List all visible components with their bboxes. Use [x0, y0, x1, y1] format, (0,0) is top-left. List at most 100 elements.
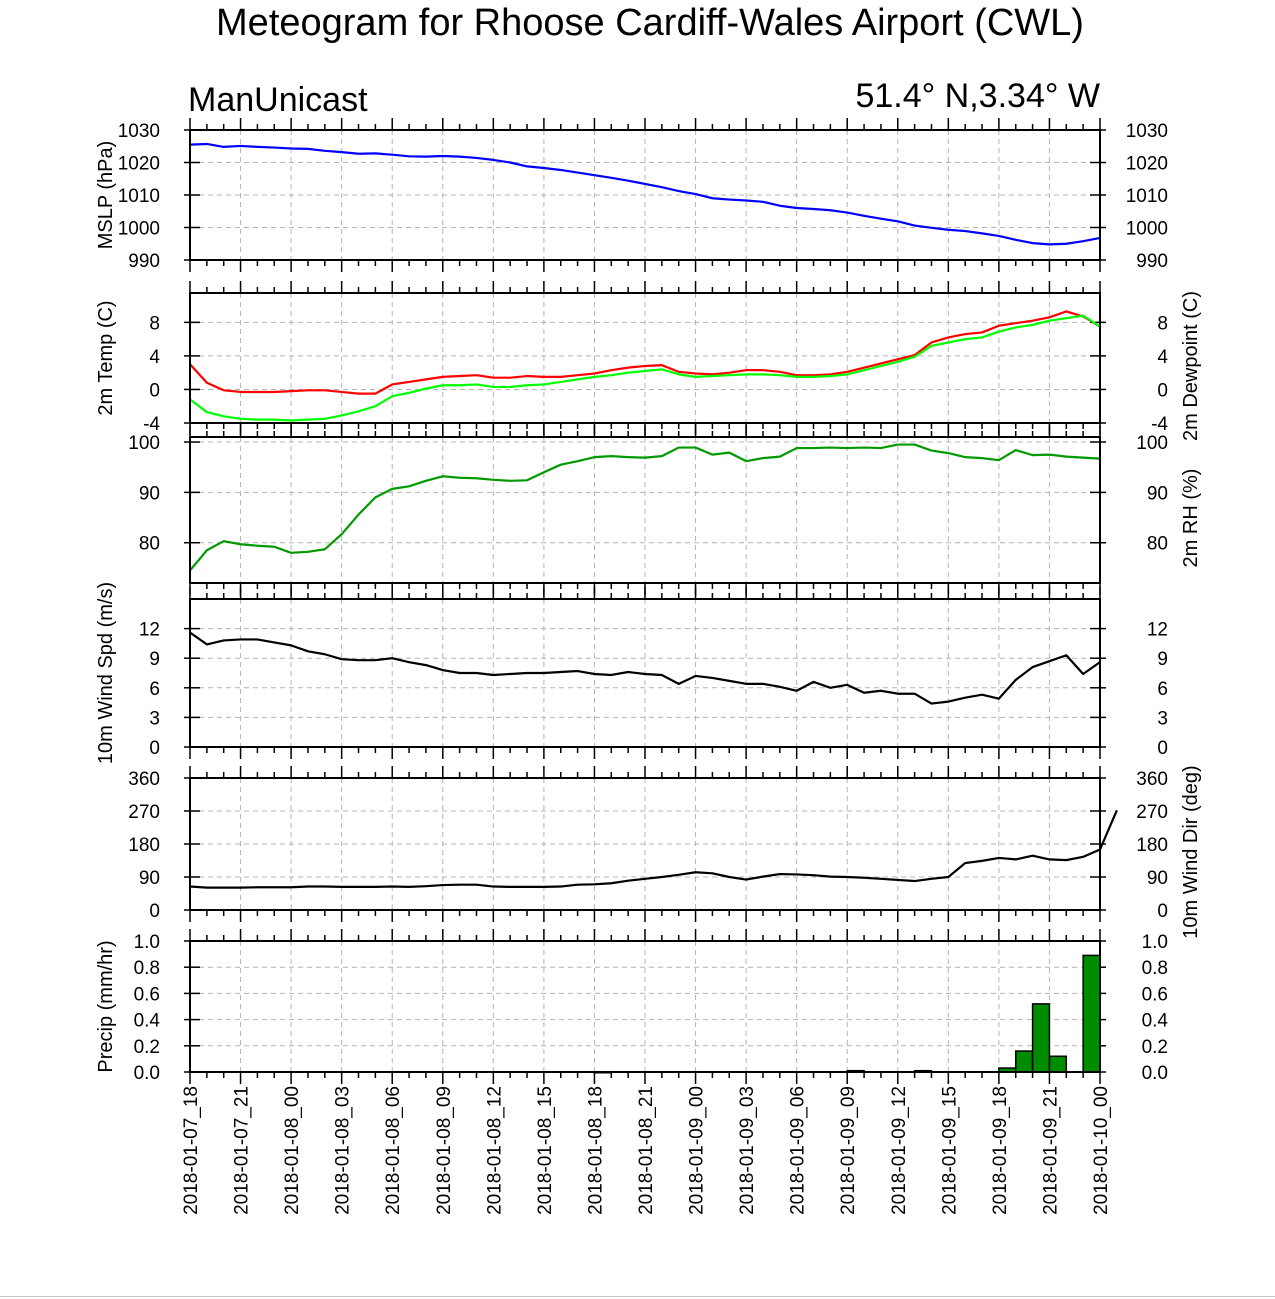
- panel-wind_speed: 0 0 3 3 6 6 9 9 12 12 10m Wind Spd (m/s): [95, 582, 1168, 764]
- panel-frame: [189, 436, 1101, 584]
- x-tick-label: 2018-01-08_12: [484, 1086, 505, 1215]
- y-tick-label-right: 360: [1136, 769, 1168, 790]
- y-tick-label: 180: [128, 835, 160, 856]
- y-tick-label-right: 180: [1136, 835, 1168, 856]
- y-tick-label-right: 0.4: [1142, 1011, 1169, 1032]
- y-tick-label-right: 80: [1147, 534, 1168, 555]
- x-tick-label: 2018-01-08_03: [333, 1086, 354, 1215]
- x-tick-label: 2018-01-09_12: [889, 1086, 910, 1215]
- x-axis-labels: 2018-01-07_18 2018-01-07_21 2018-01-08_00 2…: [181, 1086, 1112, 1215]
- y-tick-label: 90: [139, 868, 160, 889]
- y-tick-label: 100: [128, 433, 160, 454]
- y-tick-label: 0.4: [134, 1011, 161, 1032]
- y-tick-label-right: -4: [1151, 414, 1168, 435]
- y-tick-label: 0: [149, 901, 160, 922]
- y-tick-label-right: 0.2: [1142, 1037, 1168, 1058]
- y-axis-title-right: 2m Dewpoint (C): [1180, 291, 1202, 441]
- y-tick-label: 8: [149, 313, 160, 334]
- y-axis-title-left: Precip (mm/hr): [95, 940, 117, 1072]
- x-tick-label: 2018-01-08_09: [434, 1086, 455, 1215]
- y-tick-label: 6: [149, 679, 160, 700]
- precip-bar: [1014, 1050, 1034, 1073]
- y-axis-title-left: 2m Temp (C): [95, 300, 117, 415]
- y-tick-label: 90: [139, 483, 160, 504]
- series-temp-line: [189, 310, 1101, 395]
- y-tick-label: 1.0: [134, 932, 160, 953]
- y-tick-label: 1030: [118, 121, 160, 142]
- y-tick-label-right: 9: [1157, 649, 1168, 670]
- x-tick-label: 2018-01-07_18: [181, 1086, 202, 1215]
- y-tick-label-right: 0.6: [1142, 984, 1168, 1005]
- y-tick-label: 0: [149, 738, 160, 759]
- y-tick-label-right: 3: [1157, 708, 1168, 729]
- panel-precip: 0.0 0.0 0.2 0.2 0.4 0.4 0.6 0.6 0.8 0.8 1.0 1.0 Prec…: [95, 929, 1168, 1084]
- series-wind-line: [189, 631, 1101, 705]
- x-tick-label: 2018-01-08_06: [383, 1086, 404, 1215]
- y-tick-label: 12: [139, 620, 160, 641]
- x-tick-label: 2018-01-08_15: [535, 1086, 556, 1215]
- y-tick-label: 0: [149, 380, 160, 401]
- y-tick-label-right: 1.0: [1142, 932, 1168, 953]
- x-tick-label: 2018-01-09_18: [990, 1086, 1011, 1215]
- panel-frame: [189, 940, 1101, 1073]
- y-tick-label-right: 0.0: [1142, 1063, 1168, 1084]
- y-tick-label-right: 90: [1147, 483, 1168, 504]
- y-tick-label: 360: [128, 769, 160, 790]
- panel-frame: [189, 598, 1101, 748]
- x-tick-label: 2018-01-09_09: [838, 1086, 859, 1215]
- y-tick-label: 4: [149, 347, 160, 368]
- series-rh-line: [189, 443, 1101, 572]
- x-tick-label: 2018-01-08_00: [282, 1086, 303, 1215]
- y-tick-label-right: 0: [1157, 380, 1168, 401]
- panel-frame: [189, 292, 1101, 424]
- y-tick-label-right: 0.8: [1142, 958, 1168, 979]
- x-tick-label: 2018-01-08_18: [585, 1086, 606, 1215]
- y-tick-label: 0.0: [134, 1063, 160, 1084]
- y-tick-label: 0.6: [134, 984, 160, 1005]
- y-axis-title-left: MSLP (hPa): [95, 141, 117, 250]
- y-axis-title-left: 10m Wind Spd (m/s): [95, 582, 117, 764]
- y-tick-label-right: 1010: [1126, 186, 1168, 207]
- panel-frame: [189, 129, 1101, 261]
- y-tick-label: 1000: [118, 219, 160, 240]
- y-tick-label: 1010: [118, 186, 160, 207]
- x-tick-label: 2018-01-09_00: [687, 1086, 708, 1215]
- x-tick-label: 2018-01-09_06: [788, 1086, 809, 1215]
- y-tick-label-right: 1000: [1126, 219, 1168, 240]
- y-tick-label-right: 1030: [1126, 121, 1168, 142]
- x-tick-label: 2018-01-09_21: [1040, 1086, 1061, 1215]
- y-tick-label-right: 90: [1147, 868, 1168, 889]
- y-axis-title-right: 10m Wind Dir (deg): [1180, 765, 1202, 938]
- series-mslp-line: [189, 142, 1101, 246]
- y-tick-label-right: 0: [1157, 901, 1168, 922]
- y-tick-label: 0.8: [134, 958, 160, 979]
- y-tick-label-right: 270: [1136, 802, 1168, 823]
- precip-bar: [1048, 1055, 1068, 1073]
- y-tick-label: 3: [149, 708, 160, 729]
- panel-temp: -4 -4 0 0 4 4 8 8 2m Temp (C) 2m Dewpoint (C): [95, 281, 1202, 441]
- y-tick-label: 990: [128, 251, 160, 272]
- bottom-divider: [0, 1296, 1275, 1297]
- y-tick-label: -4: [143, 414, 160, 435]
- model-label: ManUnicast: [188, 81, 368, 119]
- y-tick-label: 9: [149, 649, 160, 670]
- y-tick-label: 270: [128, 802, 160, 823]
- series-dewpoint-line: [189, 314, 1101, 422]
- series-wind-line: [189, 809, 1118, 889]
- y-tick-label-right: 12: [1147, 620, 1168, 641]
- coordinates-label: 51.4° N,3.34° W: [855, 77, 1100, 115]
- precip-bar: [1082, 954, 1101, 1073]
- x-tick-label: 2018-01-08_21: [636, 1086, 657, 1215]
- y-tick-label-right: 1020: [1126, 154, 1168, 175]
- y-tick-label-right: 6: [1157, 679, 1168, 700]
- precip-bar: [1031, 1003, 1051, 1073]
- panel-rh: 80 80 90 90 100 100 2m RH (%): [128, 425, 1202, 595]
- panel-wind_dir: 0 0 90 90 180 180 270 270 360 360 10m Wind Dir (de…: [128, 765, 1202, 938]
- y-tick-label: 1020: [118, 154, 160, 175]
- x-tick-label: 2018-01-07_21: [232, 1086, 253, 1215]
- y-tick-label: 0.2: [134, 1037, 160, 1058]
- y-axis-title-right: 2m RH (%): [1180, 469, 1202, 568]
- x-tick-label: 2018-01-09_03: [737, 1086, 758, 1215]
